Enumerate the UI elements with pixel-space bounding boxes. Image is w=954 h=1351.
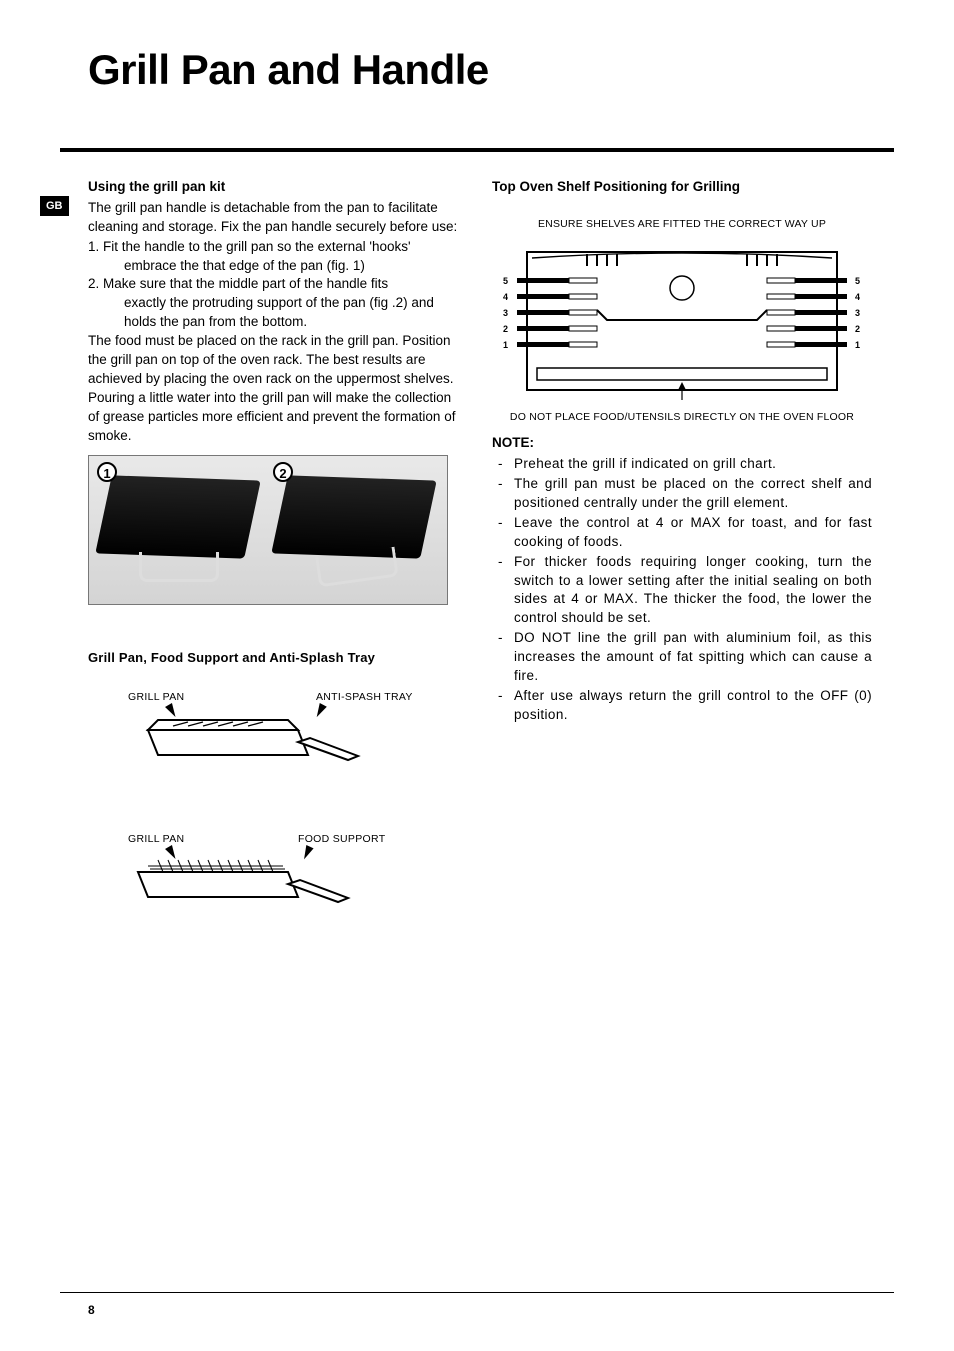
note-item: Preheat the grill if indicated on grill …	[492, 455, 872, 474]
divider	[60, 148, 894, 152]
paragraph: The grill pan handle is detachable from …	[88, 199, 458, 237]
svg-text:3: 3	[855, 308, 860, 318]
svg-text:1: 1	[503, 340, 508, 350]
left-column: Using the grill pan kit The grill pan ha…	[88, 178, 458, 942]
svg-text:2: 2	[855, 324, 860, 334]
right-column: Top Oven Shelf Positioning for Grilling …	[492, 178, 872, 942]
svg-text:1: 1	[855, 340, 860, 350]
pan-icon	[95, 476, 260, 559]
step-1-line1: 1. Fit the handle to the grill pan so th…	[88, 239, 411, 254]
note-item: For thicker foods requiring longer cooki…	[492, 553, 872, 629]
label-grill-pan: GRILL PAN	[128, 832, 184, 847]
note-item: Leave the control at 4 or MAX for toast,…	[492, 514, 872, 552]
svg-text:4: 4	[503, 292, 508, 302]
caption-top: ENSURE SHELVES ARE FITTED THE CORRECT WA…	[492, 217, 872, 232]
shelf-level-3: 33	[503, 308, 860, 318]
svg-text:4: 4	[855, 292, 860, 302]
svg-text:5: 5	[503, 276, 508, 286]
locale-tab: GB	[40, 196, 69, 216]
step-2: 2. Make sure that the middle part of the…	[88, 275, 458, 332]
page-number: 8	[88, 1303, 95, 1317]
svg-text:5: 5	[855, 276, 860, 286]
shelf-level-5: 55	[503, 276, 860, 286]
paragraph: The food must be placed on the rack in t…	[88, 332, 458, 445]
label-anti-splash: ANTI-SPASH TRAY	[316, 690, 413, 705]
footer-divider	[60, 1292, 894, 1293]
grill-pan-photo: 1 2	[88, 455, 448, 605]
shelf-level-2: 22	[503, 324, 860, 334]
note-list: Preheat the grill if indicated on grill …	[492, 455, 872, 724]
note-item: DO NOT line the grill pan with aluminium…	[492, 629, 872, 686]
note-item: After use always return the grill contro…	[492, 687, 872, 725]
heading-using-grill-pan: Using the grill pan kit	[88, 178, 458, 197]
diagram-anti-splash: GRILL PAN ANTI-SPASH TRAY	[118, 690, 418, 810]
heading-note: NOTE:	[492, 434, 872, 453]
shelf-level-1: 11	[503, 340, 860, 350]
page: Grill Pan and Handle GB Using the grill …	[0, 0, 954, 1351]
oven-shelf-diagram: 55 44 33 22	[497, 244, 867, 404]
pan-icon	[271, 476, 436, 559]
label-grill-pan: GRILL PAN	[128, 690, 184, 705]
page-title: Grill Pan and Handle	[88, 46, 894, 94]
label-food-support: FOOD SUPPORT	[298, 832, 385, 847]
step-2-line2: exactly the protruding support of the pa…	[106, 294, 458, 332]
content-columns: Using the grill pan kit The grill pan ha…	[88, 178, 894, 942]
step-2-line1: 2. Make sure that the middle part of the…	[88, 276, 388, 291]
step-1-line2: embrace the that edge of the pan (fig. 1…	[106, 257, 458, 276]
step-1: 1. Fit the handle to the grill pan so th…	[88, 238, 458, 276]
diagram-food-support: GRILL PAN FOOD SUPPORT	[118, 832, 418, 942]
svg-text:3: 3	[503, 308, 508, 318]
heading-grill-pan-support: Grill Pan, Food Support and Anti-Splash …	[88, 649, 458, 667]
note-item: The grill pan must be placed on the corr…	[492, 475, 872, 513]
caption-bottom: DO NOT PLACE FOOD/UTENSILS DIRECTLY ON T…	[492, 410, 872, 425]
handle-icon	[139, 552, 219, 582]
heading-shelf-positioning: Top Oven Shelf Positioning for Grilling	[492, 178, 872, 197]
svg-text:2: 2	[503, 324, 508, 334]
